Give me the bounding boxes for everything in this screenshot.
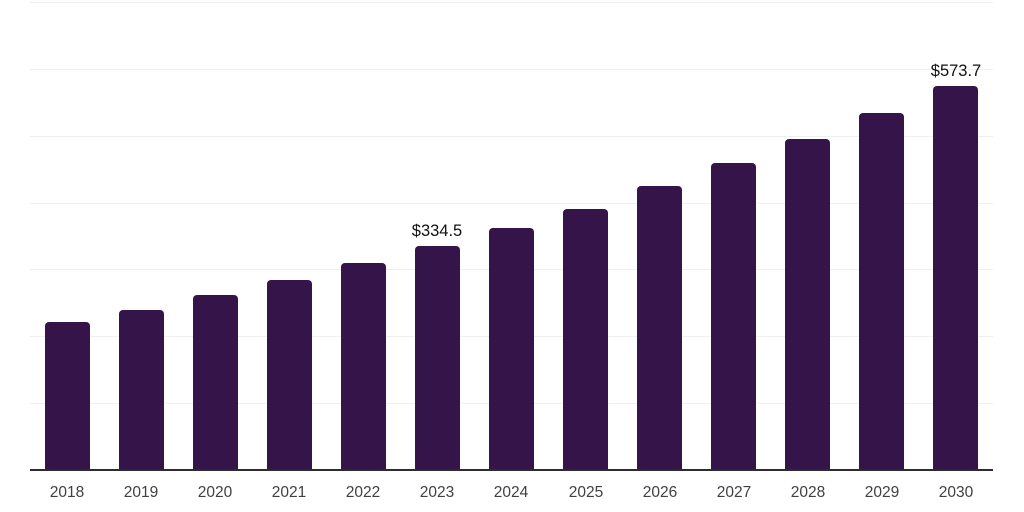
x-tick-label-2025: 2025 <box>568 484 604 501</box>
bar-2022 <box>341 263 386 470</box>
x-tick-label-2024: 2024 <box>493 484 529 501</box>
bar-2029 <box>859 113 904 470</box>
bar-2020 <box>193 295 238 470</box>
data-label-2023: $334.5 <box>411 222 463 240</box>
x-tick-label-2018: 2018 <box>49 484 85 501</box>
bar-2019 <box>119 310 164 470</box>
x-tick-label-2023: 2023 <box>419 484 455 501</box>
gridline-700 <box>30 2 993 3</box>
gridline-500 <box>30 136 993 137</box>
bar-2021 <box>267 280 312 470</box>
x-tick-label-2022: 2022 <box>345 484 381 501</box>
bar-2024 <box>489 228 534 470</box>
x-tick-label-2026: 2026 <box>642 484 678 501</box>
x-tick-label-2029: 2029 <box>864 484 900 501</box>
bar-2030 <box>933 86 978 470</box>
bar-2023 <box>415 246 460 470</box>
x-tick-label-2019: 2019 <box>123 484 159 501</box>
bar-2028 <box>785 139 830 470</box>
x-tick-label-2028: 2028 <box>790 484 826 501</box>
x-tick-label-2030: 2030 <box>938 484 974 501</box>
bar-2027 <box>711 163 756 470</box>
gridline-400 <box>30 203 993 204</box>
bar-2018 <box>45 322 90 470</box>
x-axis-line <box>30 469 993 471</box>
bar-2025 <box>563 209 608 470</box>
x-tick-label-2027: 2027 <box>716 484 752 501</box>
gridline-600 <box>30 69 993 70</box>
x-tick-label-2021: 2021 <box>271 484 307 501</box>
bar-2026 <box>637 186 682 470</box>
x-tick-label-2020: 2020 <box>197 484 233 501</box>
data-label-2030: $573.7 <box>930 62 982 80</box>
